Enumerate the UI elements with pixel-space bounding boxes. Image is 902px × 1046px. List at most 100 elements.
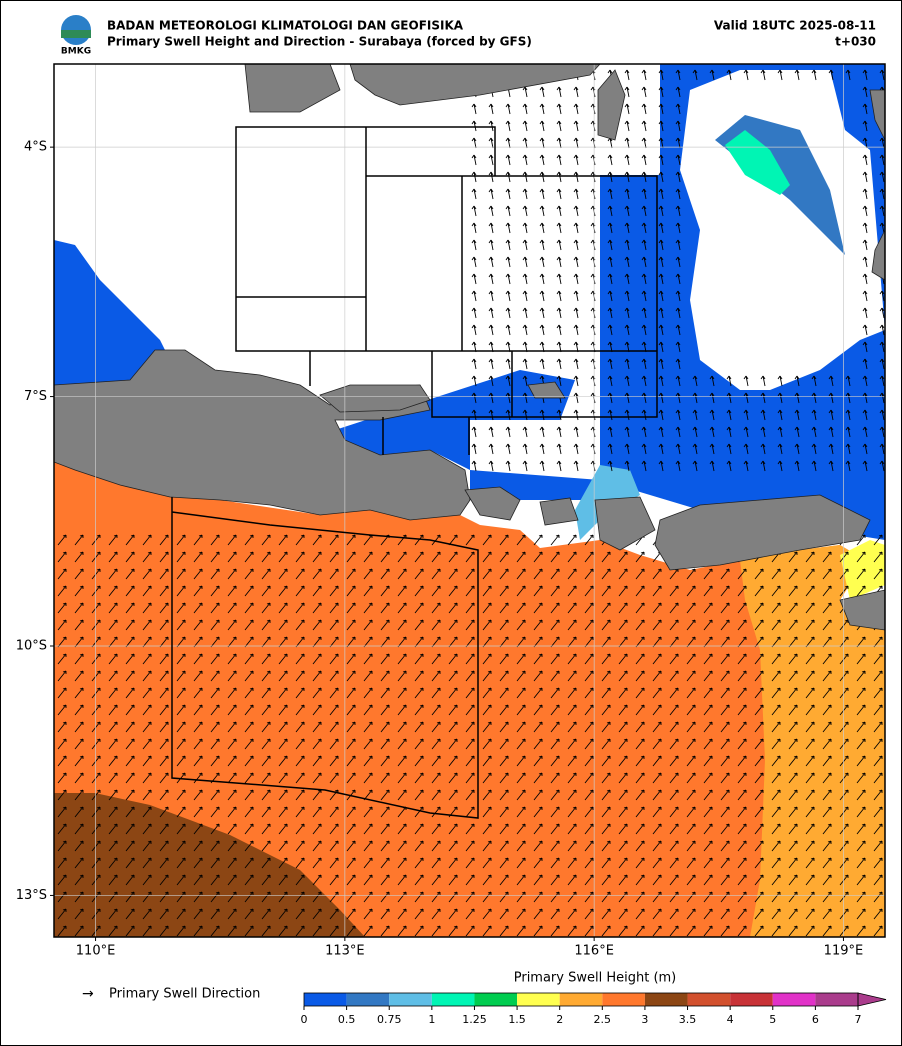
arrow (669, 619, 679, 631)
arrow (431, 925, 441, 937)
arrow (567, 636, 577, 648)
arrow (737, 619, 747, 631)
arrow (658, 120, 664, 132)
arrow (227, 721, 237, 733)
arrow (618, 891, 628, 903)
arrow (601, 721, 611, 733)
arrow (862, 103, 868, 115)
arrow (448, 704, 458, 716)
arrow (794, 69, 800, 81)
arrow (244, 721, 254, 733)
arrow (488, 409, 494, 421)
arrow (737, 908, 747, 920)
arrow (448, 925, 458, 937)
arrow (601, 704, 611, 716)
arrow (771, 585, 781, 597)
arrow (703, 925, 713, 937)
arrow (533, 772, 543, 784)
arrow (346, 636, 356, 648)
arrow (686, 704, 696, 716)
arrow (811, 375, 817, 387)
arrow (686, 925, 696, 937)
arrow (641, 239, 647, 251)
arrow (771, 925, 781, 937)
arrow (601, 602, 611, 614)
arrow (176, 874, 186, 886)
arrow (556, 273, 562, 285)
arrow (488, 103, 494, 115)
arrow (488, 358, 494, 370)
arrow (431, 704, 441, 716)
arrow (210, 806, 220, 818)
arrow (720, 738, 730, 750)
arrow (380, 789, 390, 801)
arrow (91, 772, 101, 784)
arrow (431, 653, 441, 665)
arrow (91, 619, 101, 631)
arrow (499, 551, 509, 563)
arrow (573, 290, 579, 302)
arrow (822, 857, 832, 869)
arrow (505, 154, 511, 166)
arrow (573, 103, 579, 115)
arrow (720, 704, 730, 716)
arrow (675, 307, 681, 319)
arrow (550, 551, 560, 563)
arrow (397, 721, 407, 733)
arrow (805, 891, 815, 903)
arrow (737, 840, 747, 852)
arrow (261, 670, 271, 682)
arrow (856, 908, 866, 920)
arrow (601, 585, 611, 597)
arrow (108, 636, 118, 648)
arrow (193, 840, 203, 852)
arrow (607, 358, 613, 370)
arrow (397, 840, 407, 852)
arrow (760, 392, 766, 404)
arrow (658, 86, 664, 98)
arrow (522, 222, 528, 234)
arrow (380, 551, 390, 563)
arrow (346, 602, 356, 614)
arrow (879, 375, 885, 387)
arrow (57, 772, 67, 784)
arrow (675, 86, 681, 98)
arrow (346, 891, 356, 903)
arrow (584, 806, 594, 818)
arrow (244, 568, 254, 580)
arrow (550, 840, 560, 852)
arrow (550, 857, 560, 869)
arrow (210, 653, 220, 665)
arrow (533, 619, 543, 631)
arrow (74, 772, 84, 784)
arrow (788, 789, 798, 801)
arrow (573, 120, 579, 132)
arrow (839, 857, 849, 869)
arrow (873, 772, 883, 784)
arrow (522, 426, 528, 438)
arrow (448, 789, 458, 801)
arrow (862, 392, 868, 404)
arrow (397, 857, 407, 869)
arrow (618, 738, 628, 750)
arrow (505, 409, 511, 421)
arrow (624, 290, 630, 302)
arrow (788, 891, 798, 903)
arrow (522, 188, 528, 200)
arrow (879, 443, 885, 455)
arrow (641, 205, 647, 217)
arrow (624, 205, 630, 217)
arrow (397, 636, 407, 648)
arrow (142, 857, 152, 869)
arrow (822, 908, 832, 920)
arrow (74, 568, 84, 580)
arrow (607, 222, 613, 234)
arrow (176, 789, 186, 801)
arrow (295, 551, 305, 563)
arrow (777, 409, 783, 421)
arrow (771, 772, 781, 784)
colorbar-label: 0.75 (377, 1013, 402, 1026)
arrow (431, 619, 441, 631)
arrow (210, 619, 220, 631)
arrow (805, 823, 815, 835)
